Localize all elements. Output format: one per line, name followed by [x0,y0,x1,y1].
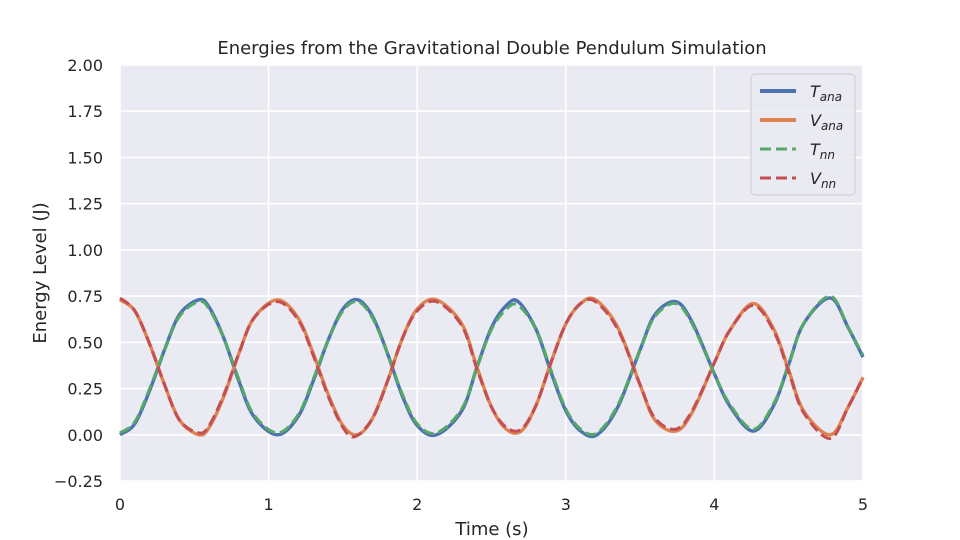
tick-labels: 0 1 2 3 4 5 −0.25 0.00 0.25 0.50 0.75 1.00 1.25 1.50 1… [54,56,868,514]
x-axis-label: Time (s) [454,519,528,540]
legend-label: Tana [810,82,842,104]
y-tick-label: 1.50 [67,148,103,167]
legend-box [750,73,856,196]
x-tick-label: 4 [709,495,719,514]
legend: Tana Vana Tnn Vnn [750,73,856,196]
legend-label: Vana [810,111,843,133]
y-tick-label: 0.75 [67,287,103,306]
y-axis-label: Energy Level (J) [30,202,51,343]
y-tick-label: 0.00 [67,426,103,445]
y-tick-label: 1.75 [67,102,103,121]
x-tick-label: 2 [412,495,422,514]
x-tick-label: 5 [858,495,868,514]
series-layer [118,294,865,440]
y-tick-label: −0.25 [54,472,103,491]
y-tick-label: 1.00 [67,241,103,260]
x-tick-label: 3 [561,495,571,514]
chart-title: Energies from the Gravitational Double P… [217,38,766,59]
x-tick-label: 1 [264,495,274,514]
series-line-v-nn [119,296,865,440]
y-tick-label: 2.00 [67,56,103,75]
y-tick-label: 0.25 [67,380,103,399]
series-line-t-nn [119,294,865,437]
x-tick-label: 0 [115,495,125,514]
y-tick-label: 0.50 [67,333,103,352]
legend-label: Tnn [810,140,835,162]
legend-label: Vnn [810,169,836,191]
plot-area [120,65,863,481]
y-tick-label: 1.25 [67,195,103,214]
